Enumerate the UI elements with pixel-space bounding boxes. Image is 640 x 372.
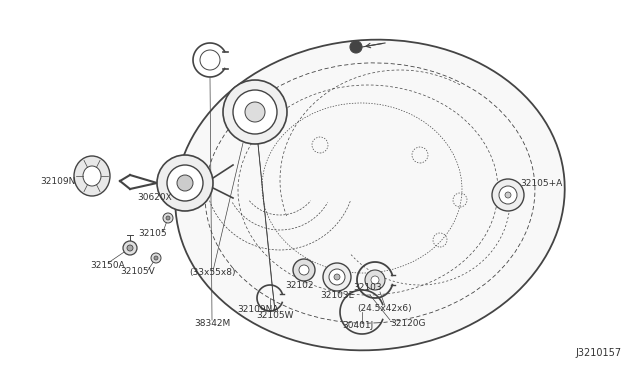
Circle shape	[157, 155, 213, 211]
Circle shape	[223, 80, 287, 144]
Circle shape	[371, 276, 379, 284]
Circle shape	[151, 253, 161, 263]
Ellipse shape	[83, 166, 101, 186]
Circle shape	[350, 41, 362, 53]
Text: 30401J: 30401J	[342, 321, 374, 330]
Circle shape	[365, 270, 385, 290]
Circle shape	[505, 192, 511, 198]
Circle shape	[166, 216, 170, 220]
Text: J3210157: J3210157	[576, 348, 622, 358]
Text: 32105V: 32105V	[120, 267, 156, 276]
Circle shape	[177, 175, 193, 191]
Text: 32105W: 32105W	[256, 311, 294, 321]
Text: 30620X: 30620X	[138, 193, 172, 202]
Text: 32120G: 32120G	[390, 318, 426, 327]
Circle shape	[154, 256, 158, 260]
Text: 32103E: 32103E	[320, 292, 354, 301]
Circle shape	[293, 259, 315, 281]
Text: 32103: 32103	[354, 283, 382, 292]
Circle shape	[163, 213, 173, 223]
Circle shape	[329, 269, 345, 285]
Circle shape	[323, 263, 351, 291]
Text: 32102: 32102	[285, 280, 314, 289]
Circle shape	[492, 179, 524, 211]
Circle shape	[245, 102, 265, 122]
Text: (24.5x42x6): (24.5x42x6)	[358, 304, 412, 312]
Text: 32150A: 32150A	[91, 260, 125, 269]
Text: 32109N: 32109N	[40, 176, 76, 186]
Text: 32105: 32105	[139, 230, 167, 238]
Text: 32109NA: 32109NA	[237, 305, 279, 314]
Text: 38342M: 38342M	[194, 318, 230, 327]
Circle shape	[167, 165, 203, 201]
Circle shape	[123, 241, 137, 255]
Text: 32105+A: 32105+A	[520, 180, 563, 189]
Circle shape	[233, 90, 277, 134]
Ellipse shape	[74, 156, 110, 196]
Text: (33x55x8): (33x55x8)	[189, 269, 236, 278]
Circle shape	[499, 186, 517, 204]
Circle shape	[334, 274, 340, 280]
Circle shape	[127, 245, 133, 251]
Circle shape	[299, 265, 309, 275]
Ellipse shape	[175, 40, 564, 350]
